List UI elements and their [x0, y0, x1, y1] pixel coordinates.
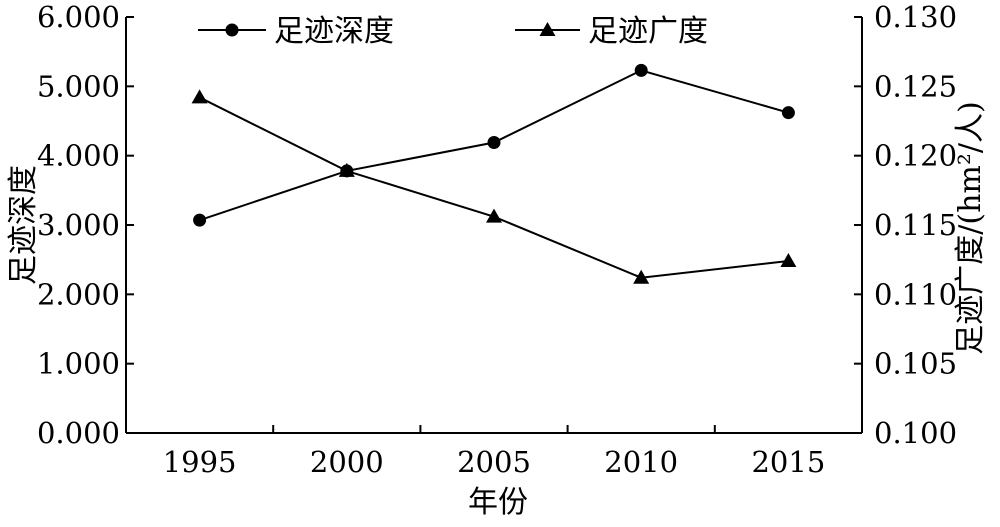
data-point-circle — [487, 135, 501, 149]
y-right-tick-label: 0.100 — [874, 416, 957, 450]
data-point-triangle — [780, 253, 797, 268]
legend: 足迹深度 足迹广度 — [198, 14, 708, 49]
y-left-tick-label: 2.000 — [37, 277, 120, 311]
data-point-circle — [781, 106, 795, 120]
x-tick-label: 2010 — [604, 445, 678, 479]
y-right-tick-label: 0.115 — [874, 208, 957, 242]
data-point-circle — [193, 213, 207, 227]
y-axis-left-title: 足迹深度 — [6, 165, 41, 285]
y-right-tick-label: 0.120 — [874, 139, 957, 173]
axes: 0.000 1.000 2.000 3.000 4.000 5.000 6.000 0.100… — [37, 0, 957, 479]
data-point-triangle — [633, 269, 650, 284]
legend-label: 足迹广度 — [588, 14, 708, 49]
data-point-circle — [634, 63, 648, 77]
x-tick-label: 2000 — [310, 445, 384, 479]
data-point-triangle — [191, 89, 208, 104]
y-left-tick-label: 1.000 — [37, 347, 120, 381]
legend-item-2: 足迹广度 — [515, 14, 708, 49]
series-layer — [191, 63, 797, 284]
x-tick-label: 2015 — [751, 445, 825, 479]
data-point-triangle — [539, 22, 556, 36]
series-1 — [193, 63, 795, 227]
y-axis-right-title: 足迹广度/(hm²/人) — [953, 101, 988, 354]
series-line — [199, 96, 789, 279]
y-right-tick-label: 0.105 — [874, 347, 957, 381]
legend-item-1: 足迹深度 — [198, 14, 394, 49]
y-left-tick-label: 3.000 — [37, 208, 120, 242]
x-tick-label: 2005 — [457, 445, 531, 479]
y-left-tick-label: 6.000 — [37, 0, 120, 34]
y-right-tick-label: 0.125 — [874, 69, 957, 103]
y-left-tick-label: 0.000 — [37, 416, 120, 450]
x-tick-label: 1995 — [163, 445, 237, 479]
y-left-tick-label: 4.000 — [37, 139, 120, 173]
y-left-tick-label: 5.000 — [37, 69, 120, 103]
y-right-tick-label: 0.110 — [874, 277, 957, 311]
series-2 — [191, 89, 797, 284]
data-point-triangle — [486, 208, 502, 223]
x-axis-title: 年份 — [468, 485, 528, 520]
y-right-tick-label: 0.130 — [874, 0, 957, 34]
legend-label: 足迹深度 — [274, 14, 394, 49]
data-point-circle — [225, 23, 239, 37]
data-point-triangle — [338, 162, 355, 177]
